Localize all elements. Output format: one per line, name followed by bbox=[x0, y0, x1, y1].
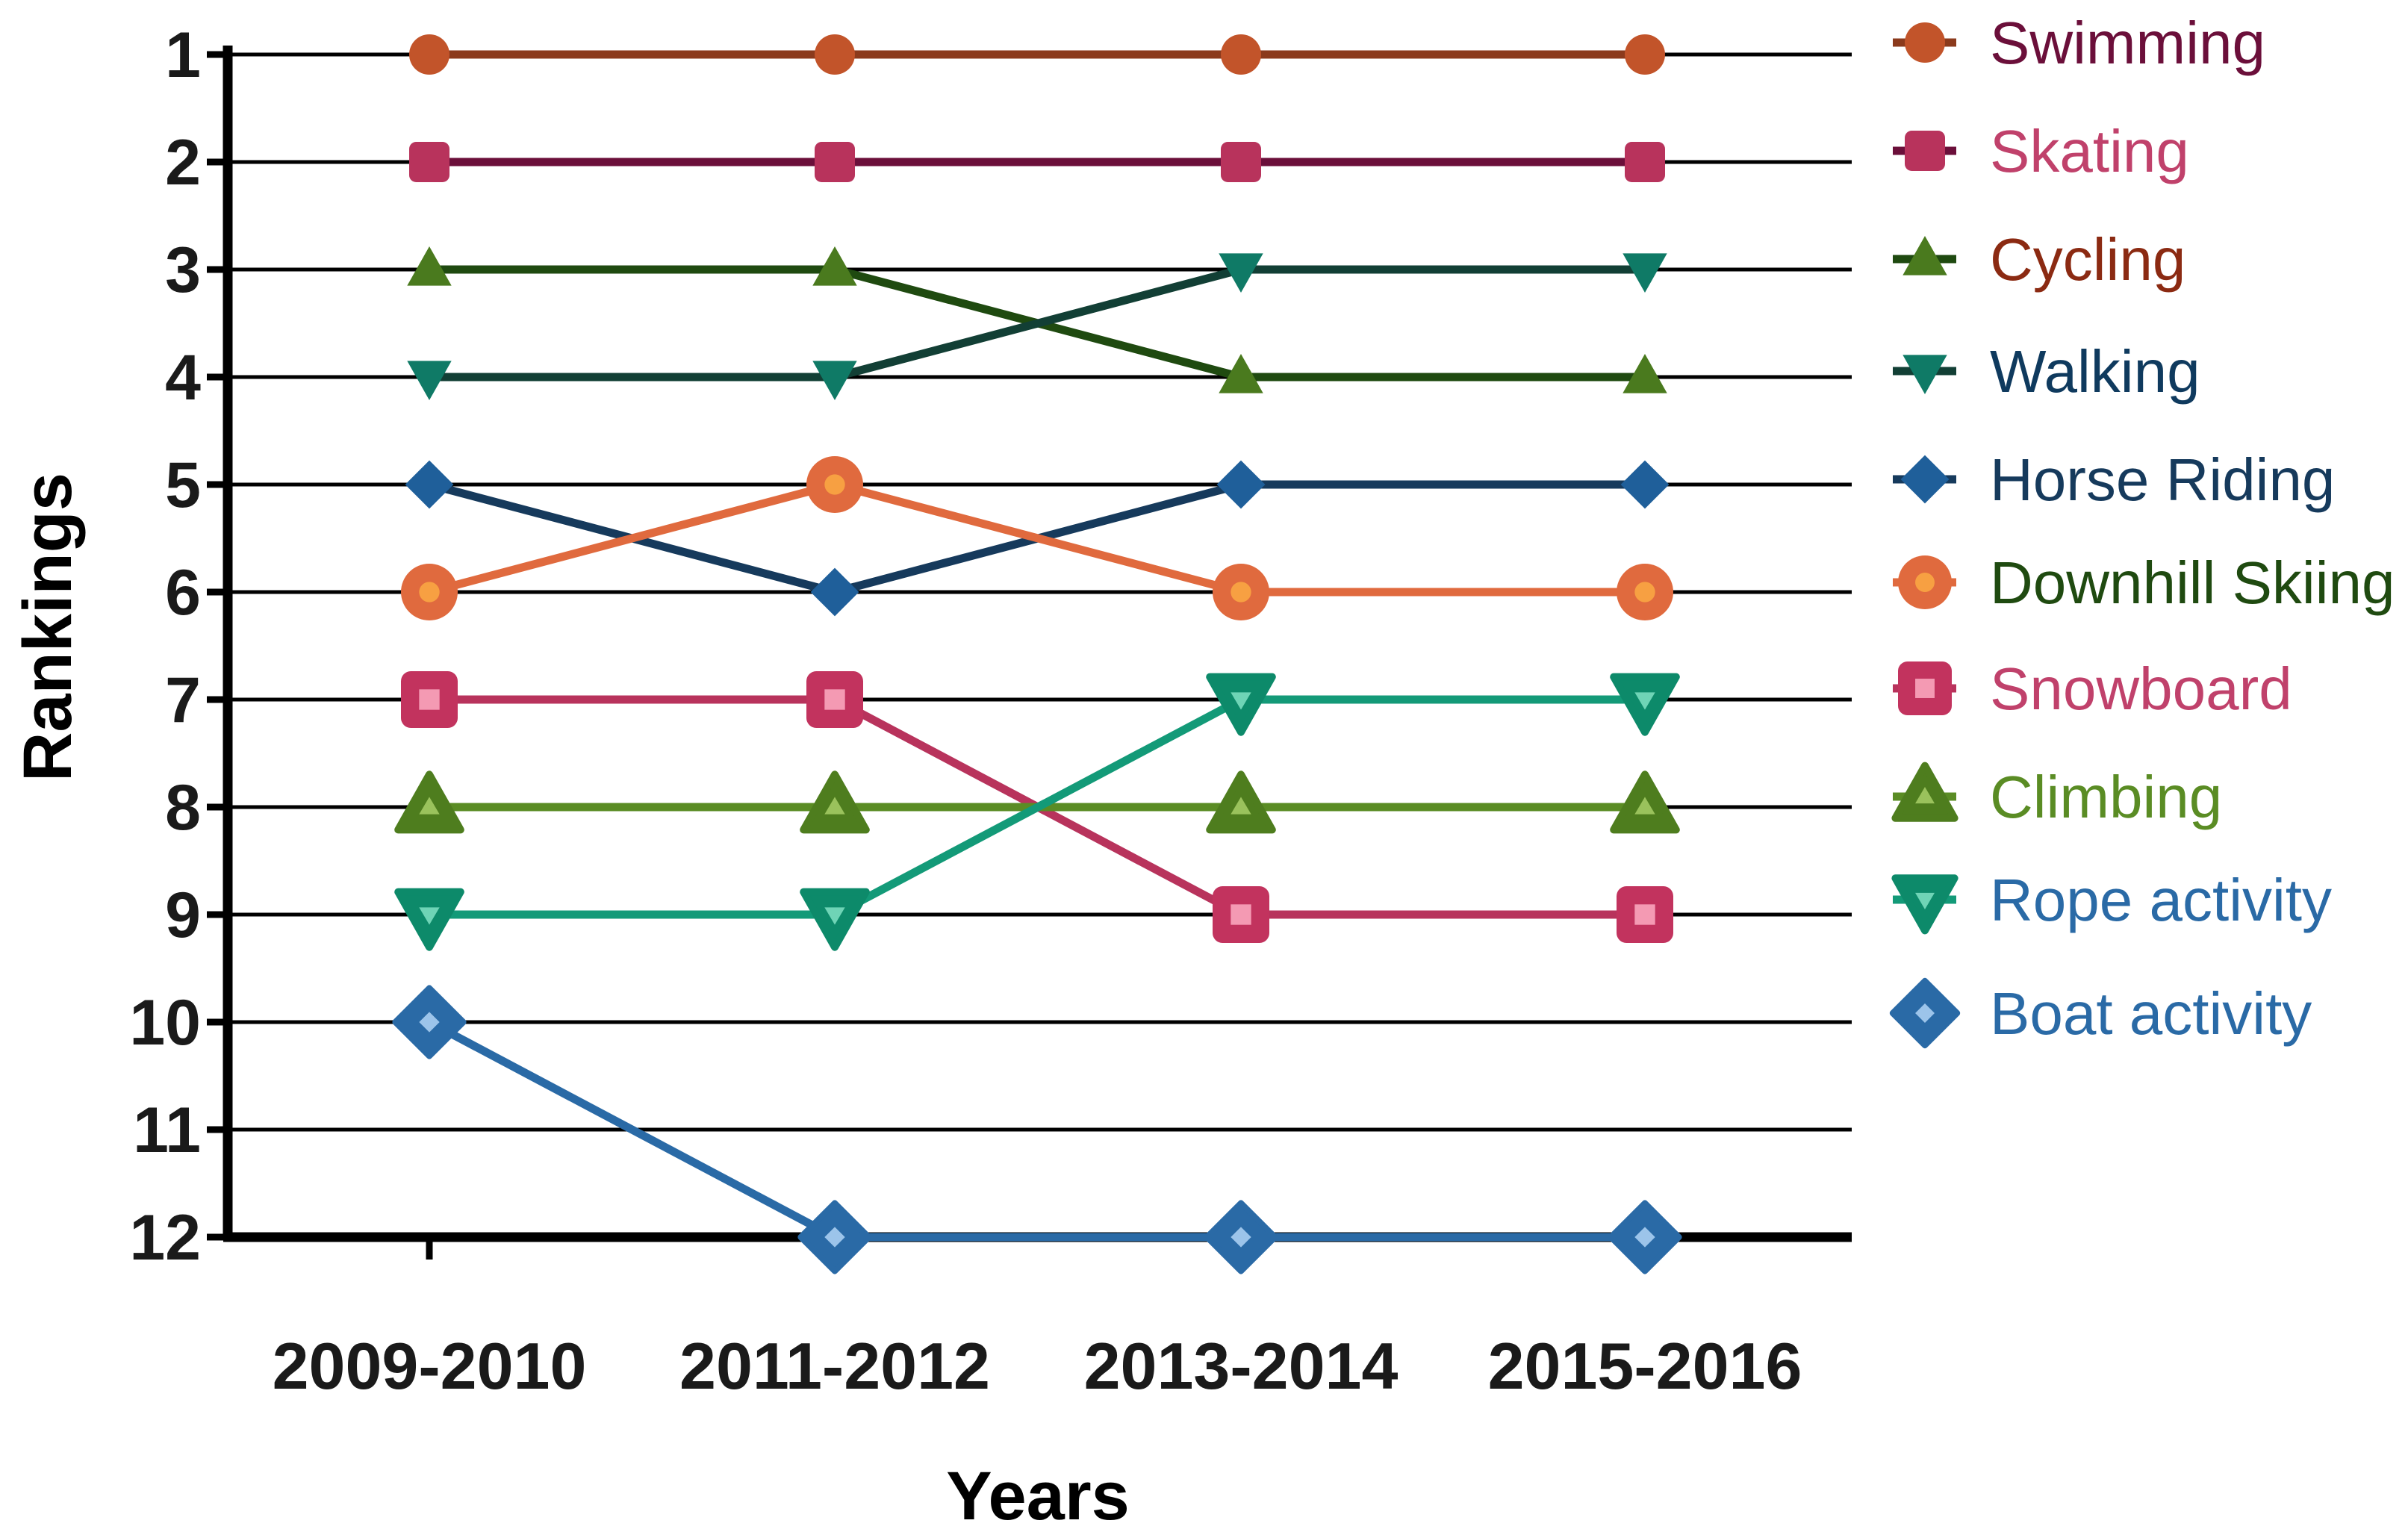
series-line-rope-activity bbox=[429, 695, 1645, 919]
data-point-boat-activity-2011-2012 bbox=[797, 1200, 872, 1274]
axes bbox=[223, 46, 1852, 1242]
data-point-walking-2009-2010 bbox=[407, 361, 452, 401]
legend-swatch-marker bbox=[1903, 355, 1947, 395]
data-point-climbing-2013-2014 bbox=[1206, 770, 1276, 834]
legend-item-climbing: Climbing bbox=[1891, 762, 2222, 830]
y-tick-label-12: 12 bbox=[129, 1202, 201, 1274]
data-point-horse-riding-2009-2010 bbox=[405, 460, 454, 509]
y-tick-label-6: 6 bbox=[165, 557, 201, 629]
y-tick-label-3: 3 bbox=[165, 234, 201, 306]
legend-swatch-marker bbox=[1903, 235, 1947, 275]
legend-label: Snowboard bbox=[1990, 656, 2292, 722]
y-tick-label-11: 11 bbox=[133, 1095, 201, 1166]
data-point-climbing-2011-2012 bbox=[800, 770, 870, 834]
legend-swatch-marker bbox=[1891, 762, 1959, 822]
legend-item-snowboard: Snowboard bbox=[1893, 656, 2292, 722]
data-point-rope-activity-2015-2016 bbox=[1610, 673, 1680, 736]
legend-swatch-marker bbox=[1905, 131, 1945, 171]
legend-label: Climbing bbox=[1990, 764, 2222, 830]
series-line-downhill-skiing bbox=[428, 480, 1645, 597]
x-tick-label-2013-2014: 2013-2014 bbox=[1084, 1329, 1399, 1403]
legend: Swimming Skating Cycling Walking Horse Ridin… bbox=[1889, 10, 2395, 1049]
y-tick-label-1: 1 bbox=[165, 19, 201, 91]
data-point-downhill-skiing-2015-2016 bbox=[1617, 564, 1673, 620]
data-point-rope-activity-2011-2012 bbox=[800, 888, 870, 951]
y-tick-label-7: 7 bbox=[165, 664, 201, 736]
data-point-walking-2015-2016 bbox=[1623, 253, 1667, 293]
legend-swatch-marker bbox=[1889, 977, 1961, 1049]
data-point-walking-2011-2012 bbox=[812, 361, 857, 401]
data-point-swimming-2009-2010 bbox=[409, 34, 449, 75]
legend-label: Horse Riding bbox=[1990, 446, 2335, 513]
data-point-cycling-2015-2016 bbox=[1623, 353, 1667, 393]
data-point-skating-2009-2010 bbox=[409, 142, 449, 182]
y-tick-label-9: 9 bbox=[165, 879, 201, 951]
legend-swatch-marker bbox=[1900, 455, 1950, 504]
data-point-walking-2013-2014 bbox=[1219, 253, 1263, 293]
legend-swatch-marker bbox=[1898, 555, 1952, 609]
legend-item-skating: Skating bbox=[1893, 118, 2189, 184]
data-point-downhill-skiing-2011-2012 bbox=[806, 456, 863, 513]
data-point-horse-riding-2015-2016 bbox=[1620, 460, 1670, 509]
y-tick-label-10: 10 bbox=[129, 987, 201, 1059]
data-point-skating-2015-2016 bbox=[1625, 142, 1665, 182]
y-tick-label-4: 4 bbox=[165, 342, 201, 414]
legend-item-swimming: Swimming bbox=[1893, 10, 2265, 76]
legend-item-cycling: Cycling bbox=[1893, 226, 2185, 293]
data-point-boat-activity-2009-2010 bbox=[392, 985, 467, 1059]
data-point-cycling-2013-2014 bbox=[1219, 353, 1263, 393]
x-axis-ticks: 2009-2010 2011-2012 2013-2014 2015-2016 bbox=[273, 1237, 1802, 1403]
y-tick-label-5: 5 bbox=[165, 449, 201, 521]
data-point-horse-riding-2011-2012 bbox=[810, 567, 859, 617]
data-point-cycling-2011-2012 bbox=[812, 246, 857, 286]
data-point-horse-riding-2013-2014 bbox=[1216, 460, 1266, 509]
data-point-boat-activity-2013-2014 bbox=[1204, 1200, 1278, 1274]
legend-swatch-marker bbox=[1891, 874, 1959, 935]
data-point-snowboard-2015-2016 bbox=[1617, 886, 1673, 943]
legend-label: Walking bbox=[1990, 338, 2200, 405]
data-point-climbing-2015-2016 bbox=[1610, 770, 1680, 834]
y-axis-title: Rankings bbox=[10, 473, 86, 782]
series-lines bbox=[427, 50, 1645, 1242]
data-point-downhill-skiing-2013-2014 bbox=[1213, 564, 1269, 620]
data-point-boat-activity-2015-2016 bbox=[1608, 1200, 1682, 1274]
data-point-downhill-skiing-2009-2010 bbox=[401, 564, 458, 620]
legend-item-walking: Walking bbox=[1893, 338, 2200, 405]
data-point-swimming-2015-2016 bbox=[1625, 34, 1665, 75]
legend-label: Cycling bbox=[1990, 226, 2185, 293]
legend-swatch-marker bbox=[1905, 22, 1945, 63]
data-point-rope-activity-2009-2010 bbox=[394, 888, 464, 951]
data-point-rope-activity-2013-2014 bbox=[1206, 673, 1276, 736]
legend-label: Swimming bbox=[1990, 10, 2265, 76]
series-line-boat-activity bbox=[427, 1018, 1645, 1242]
data-point-cycling-2009-2010 bbox=[407, 246, 452, 286]
legend-label: Skating bbox=[1990, 118, 2189, 184]
data-point-skating-2011-2012 bbox=[815, 142, 855, 182]
legend-swatch-marker bbox=[1898, 661, 1952, 715]
y-tick-label-2: 2 bbox=[165, 127, 201, 199]
data-point-swimming-2013-2014 bbox=[1221, 34, 1261, 75]
data-point-skating-2013-2014 bbox=[1221, 142, 1261, 182]
x-tick-label-2015-2016: 2015-2016 bbox=[1488, 1329, 1802, 1403]
legend-item-rope-activity: Rope activity bbox=[1891, 867, 2332, 935]
legend-label: Downhill Skiing bbox=[1990, 549, 2395, 616]
legend-label: Boat activity bbox=[1990, 980, 2312, 1047]
data-point-climbing-2009-2010 bbox=[394, 770, 464, 834]
legend-item-boat-activity: Boat activity bbox=[1889, 977, 2312, 1049]
legend-item-horse-riding: Horse Riding bbox=[1893, 446, 2335, 513]
legend-label: Rope activity bbox=[1990, 867, 2332, 933]
x-axis-title: Years bbox=[946, 1458, 1130, 1534]
legend-item-downhill-skiing: Downhill Skiing bbox=[1893, 549, 2395, 616]
series-line-walking bbox=[429, 265, 1645, 382]
series-markers bbox=[392, 34, 1682, 1274]
data-point-snowboard-2009-2010 bbox=[401, 671, 458, 728]
data-point-snowboard-2013-2014 bbox=[1213, 886, 1269, 943]
data-point-swimming-2011-2012 bbox=[815, 34, 855, 75]
y-tick-label-8: 8 bbox=[165, 772, 201, 844]
x-tick-label-2009-2010: 2009-2010 bbox=[273, 1329, 587, 1403]
data-point-snowboard-2011-2012 bbox=[806, 671, 863, 728]
x-tick-label-2011-2012: 2011-2012 bbox=[679, 1329, 990, 1403]
